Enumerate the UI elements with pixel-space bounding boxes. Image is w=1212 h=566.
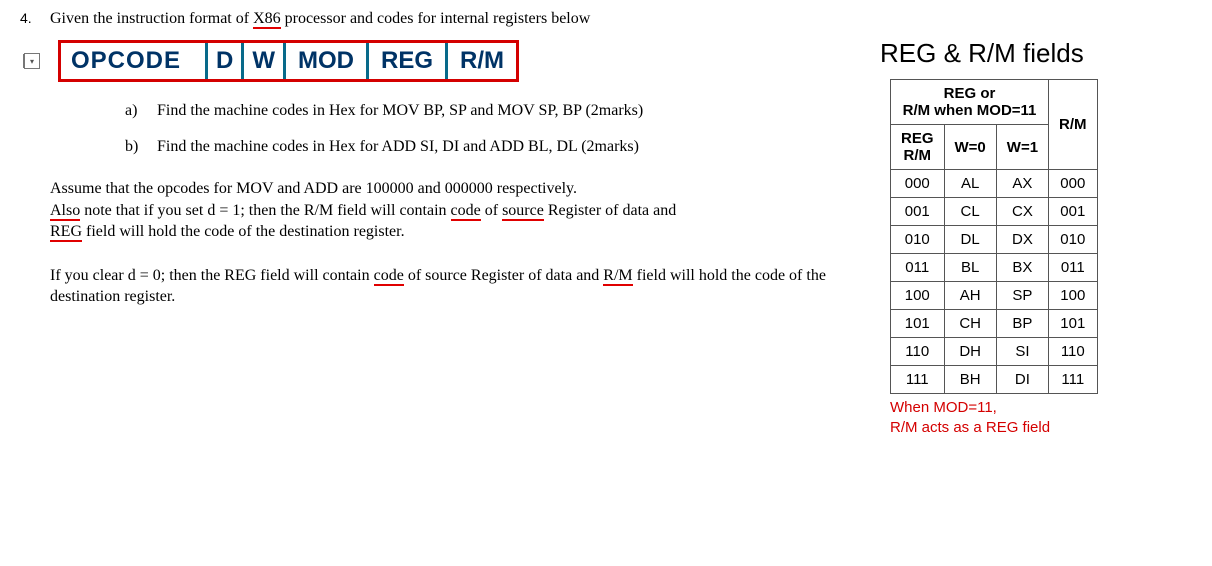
footnote-line-1: When MOD=11, bbox=[890, 399, 997, 416]
sub-question-b: b) Find the machine codes in Hex for ADD… bbox=[125, 138, 860, 156]
table-cell: 001 bbox=[1049, 198, 1098, 226]
table-row: 110DHSI110 bbox=[891, 338, 1098, 366]
p1-code: code bbox=[451, 202, 481, 221]
table-cell: AL bbox=[944, 170, 996, 198]
p1-t3b: field will hold the code of the destinat… bbox=[82, 223, 405, 240]
right-column: REG & R/M fields REG or R/M when MOD=11 … bbox=[880, 40, 1200, 437]
p2-code: code bbox=[374, 267, 404, 286]
table-cell: DH bbox=[944, 338, 996, 366]
header-reg-rm: REG R/M bbox=[891, 125, 945, 170]
question-text-x86: X86 bbox=[253, 10, 281, 29]
table-cell: SI bbox=[996, 338, 1048, 366]
table-cell: CH bbox=[944, 310, 996, 338]
header-rm: R/M bbox=[1049, 80, 1098, 170]
table-row: 011BLBX011 bbox=[891, 254, 1098, 282]
table-cell: BX bbox=[996, 254, 1048, 282]
table-cell: CL bbox=[944, 198, 996, 226]
p1-reg: REG bbox=[50, 223, 82, 242]
cell-w: W bbox=[244, 43, 286, 79]
paragraph-marker-icon: ▾ bbox=[20, 53, 40, 69]
p2-t1a: If you clear d = 0; then the REG field w… bbox=[50, 267, 374, 284]
p1-t2f: Register of data and bbox=[544, 202, 676, 219]
table-cell: 100 bbox=[1049, 282, 1098, 310]
header-w1: W=1 bbox=[996, 125, 1048, 170]
cell-rm: R/M bbox=[448, 43, 516, 79]
assumption-paragraph-2: If you clear d = 0; then the REG field w… bbox=[50, 265, 860, 308]
left-column: ▾ OPCODE D W MOD REG R/M a) Find the mac… bbox=[20, 40, 880, 308]
table-cell: 101 bbox=[891, 310, 945, 338]
reg-rm-table: REG or R/M when MOD=11 R/M REG R/M W=0 W… bbox=[890, 79, 1098, 394]
table-row: 100AHSP100 bbox=[891, 282, 1098, 310]
table-cell: AX bbox=[996, 170, 1048, 198]
sub-a-text: Find the machine codes in Hex for MOV BP… bbox=[157, 102, 643, 119]
question-text-pre: Given the instruction format of bbox=[50, 10, 253, 27]
p1-t2b: note that if you set d = 1; then the R/M… bbox=[80, 202, 450, 219]
question-text: Given the instruction format of X86 proc… bbox=[50, 10, 1200, 28]
table-row: 111BHDI111 bbox=[891, 366, 1098, 394]
table-cell: 110 bbox=[1049, 338, 1098, 366]
table-cell: 101 bbox=[1049, 310, 1098, 338]
table-row: 101CHBP101 bbox=[891, 310, 1098, 338]
table-cell: AH bbox=[944, 282, 996, 310]
table-cell: 100 bbox=[891, 282, 945, 310]
sub-question-list: a) Find the machine codes in Hex for MOV… bbox=[125, 102, 860, 156]
table-footnote: When MOD=11, R/M acts as a REG field bbox=[890, 398, 1200, 437]
table-cell: DL bbox=[944, 226, 996, 254]
question-text-post: processor and codes for internal registe… bbox=[281, 10, 591, 27]
table-cell: SP bbox=[996, 282, 1048, 310]
p1-source: source bbox=[502, 202, 544, 221]
table-cell: BP bbox=[996, 310, 1048, 338]
p2-rm: R/M bbox=[603, 267, 632, 286]
p1-line1: Assume that the opcodes for MOV and ADD … bbox=[50, 180, 577, 197]
cell-opcode: OPCODE bbox=[61, 43, 208, 79]
table-row: 000ALAX000 bbox=[891, 170, 1098, 198]
header-reg: REG bbox=[901, 130, 934, 147]
table-row: 001CLCX001 bbox=[891, 198, 1098, 226]
format-row: ▾ OPCODE D W MOD REG R/M bbox=[20, 40, 860, 82]
table-cell: 001 bbox=[891, 198, 945, 226]
question-number: 4. bbox=[20, 10, 50, 26]
table-cell: 010 bbox=[891, 226, 945, 254]
p1-also: Also bbox=[50, 202, 80, 221]
footnote-line-2: R/M acts as a REG field bbox=[890, 419, 1050, 436]
header-w0: W=0 bbox=[944, 125, 996, 170]
table-cell: 111 bbox=[1049, 366, 1098, 394]
sub-b-marker: b) bbox=[125, 138, 153, 156]
table-cell: BL bbox=[944, 254, 996, 282]
table-cell: 110 bbox=[891, 338, 945, 366]
table-cell: 011 bbox=[891, 254, 945, 282]
assumption-paragraph-1: Assume that the opcodes for MOV and ADD … bbox=[50, 178, 860, 243]
sub-b-text: Find the machine codes in Hex for ADD SI… bbox=[157, 138, 639, 155]
table-cell: 111 bbox=[891, 366, 945, 394]
table-cell: 010 bbox=[1049, 226, 1098, 254]
table-cell: DI bbox=[996, 366, 1048, 394]
header-merged: REG or R/M when MOD=11 bbox=[891, 80, 1049, 125]
p2-t1c: of source Register of data and bbox=[404, 267, 603, 284]
table-cell: CX bbox=[996, 198, 1048, 226]
table-row: 010DLDX010 bbox=[891, 226, 1098, 254]
instruction-format-diagram: OPCODE D W MOD REG R/M bbox=[58, 40, 519, 82]
sub-a-marker: a) bbox=[125, 102, 153, 120]
cell-d: D bbox=[208, 43, 244, 79]
sub-question-a: a) Find the machine codes in Hex for MOV… bbox=[125, 102, 860, 120]
reg-rm-title: REG & R/M fields bbox=[880, 38, 1200, 69]
cell-mod: MOD bbox=[286, 43, 369, 79]
table-cell: DX bbox=[996, 226, 1048, 254]
table-cell: BH bbox=[944, 366, 996, 394]
table-header-row-1: REG or R/M when MOD=11 R/M bbox=[891, 80, 1098, 125]
table-cell: 011 bbox=[1049, 254, 1098, 282]
table-cell: 000 bbox=[1049, 170, 1098, 198]
question-header: 4. Given the instruction format of X86 p… bbox=[20, 10, 1200, 28]
table-cell: 000 bbox=[891, 170, 945, 198]
cell-reg: REG bbox=[369, 43, 448, 79]
header-rm-sub: R/M bbox=[904, 147, 932, 164]
p1-t2d: of bbox=[481, 202, 502, 219]
